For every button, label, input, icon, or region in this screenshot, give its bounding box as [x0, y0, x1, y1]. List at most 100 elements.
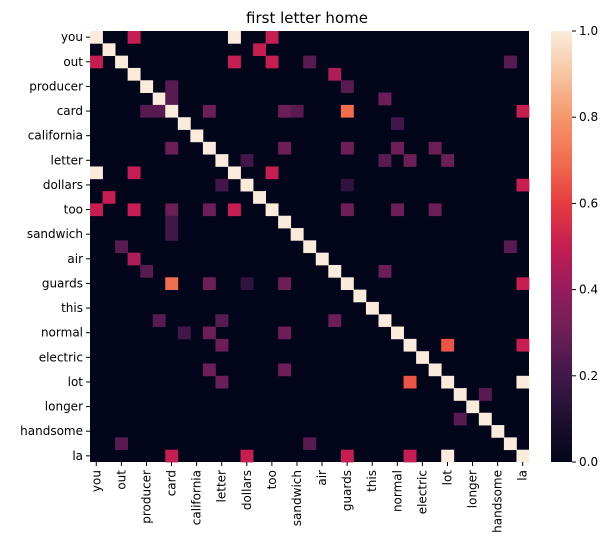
heatmap-cell: [140, 264, 154, 278]
y-tick-label: lot: [68, 375, 84, 389]
heatmap-cell: [90, 166, 103, 180]
heatmap-cell: [290, 104, 304, 118]
heatmap-cell: [391, 117, 404, 130]
heatmap-cell: [441, 375, 455, 389]
heatmap-cell: [491, 425, 505, 438]
heatmap-cell: [253, 191, 266, 204]
colorbar-gradient: [551, 31, 572, 462]
heatmap-cell: [278, 104, 292, 118]
heatmap-cell: [240, 449, 254, 463]
heatmap-cell: [303, 55, 317, 69]
x-tick-label: this: [365, 470, 379, 492]
heatmap-cell: [340, 277, 354, 290]
heatmap-cell: [428, 203, 442, 217]
heatmap-cell: [353, 289, 367, 303]
heatmap-cell: [102, 191, 116, 204]
colorbar-tick-label: 1.0: [579, 24, 598, 38]
heatmap-cell: [140, 80, 154, 93]
heatmap-cell: [265, 166, 279, 180]
y-tick-label: normal: [41, 326, 83, 340]
y-tick-label: out: [63, 55, 83, 69]
heatmap-cell: [115, 55, 129, 69]
heatmap-cell: [202, 277, 216, 290]
y-tick-label: card: [57, 104, 83, 118]
heatmap-cell: [240, 154, 254, 167]
y-tick-label: you: [61, 30, 83, 44]
heatmap-cell: [240, 178, 254, 192]
heatmap-cell: [340, 449, 354, 463]
y-tick-label: this: [61, 301, 83, 315]
heatmap-cell: [516, 104, 530, 118]
heatmap-cell: [340, 104, 354, 118]
heatmap-cell: [278, 141, 292, 155]
heatmap-cell: [391, 141, 404, 155]
heatmap-cell: [315, 252, 329, 266]
colorbar-tick-label: 0.0: [579, 455, 598, 469]
heatmap-cell: [516, 449, 530, 463]
heatmap-cell: [478, 412, 492, 426]
heatmap-cell: [378, 314, 392, 327]
heatmap-cell: [303, 240, 317, 254]
heatmap-cell: [403, 375, 417, 389]
x-tick-label: electric: [415, 470, 429, 514]
heatmap-cell: [516, 375, 530, 389]
heatmap-cell: [227, 203, 241, 217]
heatmap-cell: [165, 141, 179, 155]
y-tick-label: guards: [42, 276, 83, 290]
heatmap-cell: [391, 203, 404, 217]
heatmap-cell: [202, 141, 216, 155]
heatmap-cell: [453, 388, 467, 401]
y-axis: you out producer card california letter dollar…: [20, 30, 90, 463]
heatmap-cell: [140, 104, 154, 118]
x-tick-label: california: [190, 470, 204, 525]
heatmap-cell: [503, 55, 517, 69]
heatmap-cell: [453, 412, 467, 426]
colorbar-tick-label: 0.6: [579, 196, 598, 210]
x-tick-label: handsome: [491, 470, 505, 533]
heatmap-cell: [378, 264, 392, 278]
heatmap-cell: [127, 31, 141, 44]
heatmap-cell: [403, 449, 417, 463]
x-tick-label: letter: [215, 470, 229, 503]
x-tick-label: longer: [466, 470, 480, 508]
heatmap-cell: [278, 363, 292, 377]
x-tick-label: producer: [139, 470, 153, 524]
heatmap-cell: [152, 104, 166, 118]
heatmap-cell: [165, 104, 179, 118]
x-tick-label: sandwich: [290, 470, 304, 526]
x-tick-label: you: [89, 470, 103, 492]
heatmap-cell: [428, 141, 442, 155]
x-axis: you out producer card california letter dollar…: [89, 462, 530, 533]
heatmap-cell: [227, 31, 241, 44]
x-tick-label: too: [265, 470, 279, 489]
heatmap-cell: [428, 363, 442, 377]
x-tick-label: air: [315, 470, 329, 486]
heatmap-cell: [466, 400, 480, 414]
heatmap-cell: [265, 55, 279, 69]
x-tick-label: la: [516, 470, 530, 481]
heatmap-cell: [177, 117, 191, 130]
heatmap-cell: [403, 154, 417, 167]
x-tick-label: card: [165, 470, 179, 496]
y-tick-label: california: [28, 129, 83, 143]
heatmap-cell: [278, 215, 292, 229]
colorbar-tick-label: 0.8: [579, 110, 598, 124]
heatmap-cell: [165, 80, 179, 93]
heatmap-cell: [227, 55, 241, 69]
heatmap-cell: [303, 437, 317, 451]
heatmap-cell: [441, 449, 455, 463]
heatmap-cell: [215, 338, 229, 352]
y-tick-label: producer: [29, 79, 83, 93]
heatmap-cell: [165, 92, 179, 106]
colorbar: 0.0 0.2 0.4 0.6 0.8 1.0: [551, 24, 598, 469]
heatmap-cell: [478, 388, 492, 401]
heatmap-cell: [240, 277, 254, 290]
heatmap-cell: [503, 437, 517, 451]
y-tick-label: la: [72, 449, 83, 463]
heatmap-cell: [278, 326, 292, 340]
heatmap-cell: [278, 277, 292, 290]
heatmap-cell: [516, 338, 530, 352]
heatmap-cell: [165, 277, 179, 290]
heatmap-cell: [516, 178, 530, 192]
